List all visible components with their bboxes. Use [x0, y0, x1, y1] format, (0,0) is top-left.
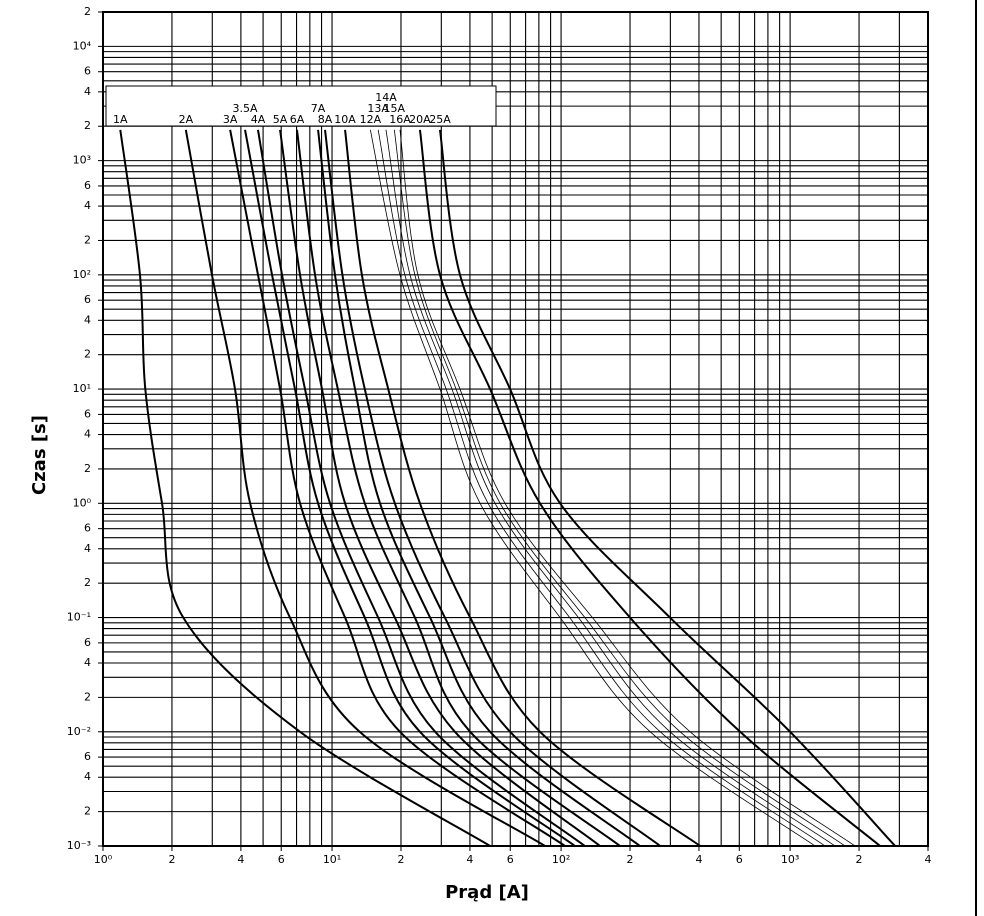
y-tick-label: 4 [84, 770, 91, 783]
legend-label: 14A [375, 91, 397, 104]
y-tick-label: 2 [84, 805, 91, 818]
fuse-curve [399, 129, 856, 847]
y-tick-label: 2 [84, 119, 91, 132]
x-tick-label: 2 [168, 853, 175, 866]
y-tick-label: 10² [73, 268, 91, 281]
y-tick-label: 2 [84, 462, 91, 475]
x-tick-label: 10¹ [323, 853, 341, 866]
x-tick-label: 2 [627, 853, 634, 866]
legend-label: 12A [360, 113, 382, 126]
fuse-curve [119, 129, 491, 847]
fuse-curve [393, 129, 846, 847]
fuse-curve [385, 129, 836, 847]
legend-label: 6A [290, 113, 305, 126]
x-tick-label: 10⁰ [94, 853, 113, 866]
fuse-curve [229, 129, 566, 847]
x-tick-label: 6 [278, 853, 285, 866]
fuse-curve [317, 129, 641, 847]
y-tick-label: 4 [84, 542, 91, 555]
x-tick-label: 2 [856, 853, 863, 866]
legend-label: 3.5A [233, 102, 258, 115]
x-tick-label: 10² [552, 853, 570, 866]
y-tick-label: 2 [84, 233, 91, 246]
legend-label: 2A [179, 113, 194, 126]
y-tick-label: 10¹ [73, 382, 91, 395]
y-tick-label: 10⁻¹ [67, 611, 91, 624]
y-tick-label: 4 [84, 199, 91, 212]
x-tick-label: 4 [237, 853, 244, 866]
legend-label: 20A [409, 113, 431, 126]
y-axis-title: Czas [s] [29, 415, 50, 495]
fuse-curve [244, 129, 576, 847]
x-axis-title: Prąd [A] [445, 882, 529, 903]
fuse-curve [295, 129, 621, 847]
legend-label: 8A [318, 113, 333, 126]
y-tick-label: 2 [84, 690, 91, 703]
legend-label: 10A [334, 113, 356, 126]
y-tick-label: 10⁰ [73, 496, 92, 509]
y-tick-label: 2 [84, 576, 91, 589]
x-tick-label: 4 [466, 853, 473, 866]
x-tick-label: 4 [925, 853, 932, 866]
legend-label: 16A [389, 113, 411, 126]
fuse-curve [377, 129, 826, 847]
legend-label: 7A [311, 102, 326, 115]
x-tick-label: 6 [507, 853, 514, 866]
x-tick-label: 10³ [781, 853, 799, 866]
legend-label: 4A [251, 113, 266, 126]
y-tick-label: 6 [84, 65, 91, 78]
y-tick-label: 6 [84, 636, 91, 649]
y-tick-label: 10⁴ [73, 39, 92, 52]
y-tick-label: 10³ [73, 154, 91, 167]
legend-box [105, 85, 497, 127]
fuse-curve [257, 129, 586, 847]
legend-label: 1A [113, 113, 128, 126]
y-tick-label: 10⁻³ [67, 839, 91, 852]
y-tick-label: 2 [84, 348, 91, 361]
x-tick-label: 4 [695, 853, 702, 866]
y-tick-label: 4 [84, 313, 91, 326]
fuse-curve [324, 129, 661, 847]
fuse-curve [279, 129, 601, 847]
y-tick-label: 10⁻² [67, 725, 91, 738]
x-tick-label: 2 [397, 853, 404, 866]
y-tick-label: 6 [84, 522, 91, 535]
y-tick-label: 6 [84, 293, 91, 306]
legend-label: 5A [273, 113, 288, 126]
plot-frame [102, 11, 929, 847]
y-tick-label: 2 [84, 5, 91, 18]
y-tick-label: 4 [84, 428, 91, 441]
y-tick-label: 4 [84, 656, 91, 669]
legend-label: 25A [429, 113, 451, 126]
fuse-curve [344, 129, 701, 847]
legend-label: 13A [367, 102, 389, 115]
fuse-curve [369, 129, 816, 847]
y-tick-label: 4 [84, 85, 91, 98]
fuse-curve [418, 129, 881, 847]
legend-label: 15A [384, 102, 406, 115]
y-tick-label: 6 [84, 179, 91, 192]
fuse-curve [184, 129, 546, 847]
fuse-curve [438, 129, 896, 847]
legend-label: 3A [223, 113, 238, 126]
x-tick-label: 6 [736, 853, 743, 866]
y-tick-label: 6 [84, 750, 91, 763]
y-tick-label: 6 [84, 407, 91, 420]
